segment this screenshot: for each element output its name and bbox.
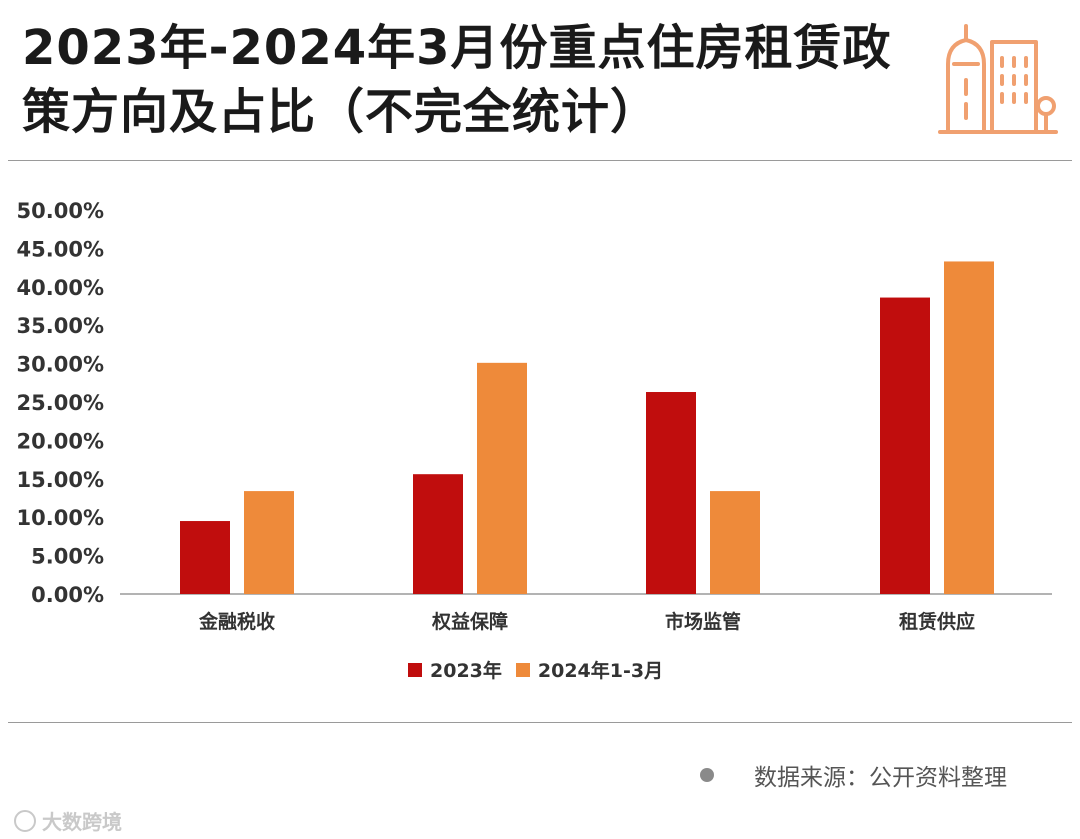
legend-label-2023: 2023年 [430, 660, 502, 682]
source-note: 数据来源：公开资料整理 [700, 758, 1007, 792]
chart-title: 2023年-2024年3月份重点住房租赁政策方向及占比（不完全统计） [22, 20, 892, 140]
y-tick-label: 30.00% [17, 353, 104, 377]
bar-2024-2 [710, 491, 760, 594]
x-category-label: 租赁供应 [899, 610, 975, 633]
watermark-text: 大数跨境 [42, 810, 122, 834]
legend-item-2023: 2023年 [408, 656, 502, 683]
legend: 2023年 2024年1-3月 [408, 656, 677, 683]
y-tick-label: 5.00% [31, 545, 104, 569]
x-category-label: 权益保障 [431, 610, 508, 633]
x-category-label: 市场监管 [665, 610, 741, 633]
building-icon [938, 24, 1058, 134]
bar-2023-2 [646, 392, 696, 594]
y-tick-label: 15.00% [17, 468, 104, 492]
source-text: 数据来源：公开资料整理 [754, 765, 1007, 791]
top-divider [8, 160, 1072, 161]
legend-label-2024: 2024年1-3月 [537, 660, 664, 682]
x-category-label: 金融税收 [198, 610, 275, 633]
y-tick-label: 0.00% [31, 583, 104, 607]
y-tick-label: 45.00% [17, 237, 104, 261]
y-tick-label: 35.00% [17, 314, 104, 338]
y-tick-label: 10.00% [17, 506, 104, 530]
bar-2023-1 [413, 474, 463, 594]
y-tick-label: 20.00% [17, 429, 104, 453]
y-tick-label: 40.00% [17, 276, 104, 300]
bar-chart: 0.00% 5.00% 10.00% 15.00% 20.00% 25.00% 30.00%… [17, 199, 1052, 633]
bar-2024-3 [944, 261, 994, 594]
y-tick-label: 50.00% [17, 199, 104, 223]
watermark-logo-icon [14, 809, 36, 832]
legend-swatch-2023 [408, 662, 422, 677]
watermark: 大数跨境 [14, 806, 122, 835]
bar-2024-0 [244, 491, 294, 594]
legend-item-2024: 2024年1-3月 [515, 656, 664, 683]
bar-2023-3 [880, 297, 930, 594]
bullet-dot-icon [700, 768, 714, 782]
bar-2023-0 [180, 521, 230, 594]
y-tick-label: 25.00% [17, 391, 104, 415]
bottom-divider [8, 722, 1072, 723]
bar-2024-1 [477, 362, 527, 594]
legend-swatch-2024 [515, 662, 530, 677]
